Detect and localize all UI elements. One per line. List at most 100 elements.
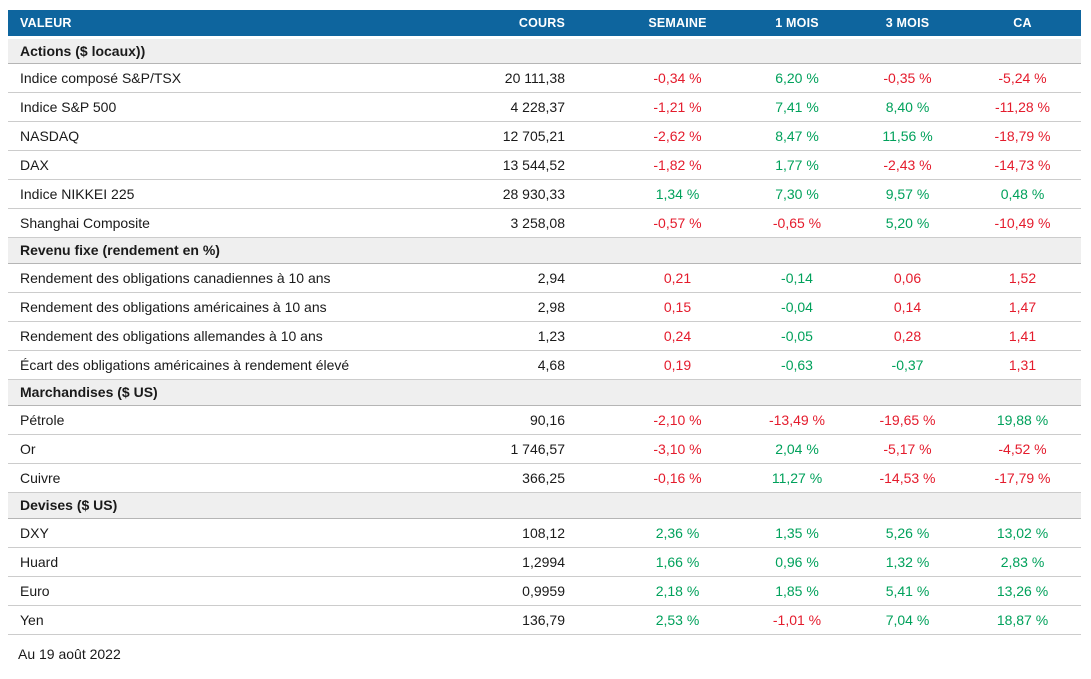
table-row: NASDAQ 12 705,21 -2,62 % 8,47 % 11,56 % -18,7… bbox=[8, 121, 1081, 151]
1mois-change: -1,01 % bbox=[743, 605, 851, 635]
semaine-change: 1,66 % bbox=[573, 547, 743, 577]
3mois-change: 0,28 bbox=[851, 321, 964, 351]
ca-change: -10,49 % bbox=[964, 208, 1081, 238]
semaine-change: -0,16 % bbox=[573, 463, 743, 493]
3mois-change: 5,26 % bbox=[851, 518, 964, 548]
semaine-change: 0,19 bbox=[573, 350, 743, 380]
ca-change: 1,31 bbox=[964, 350, 1081, 380]
column-header-3mois: 3 MOIS bbox=[851, 10, 964, 39]
semaine-change: -2,62 % bbox=[573, 121, 743, 151]
ca-change: -5,24 % bbox=[964, 63, 1081, 93]
cours-value: 3 258,08 bbox=[448, 208, 573, 238]
3mois-change: 7,04 % bbox=[851, 605, 964, 635]
cours-value: 1,2994 bbox=[448, 547, 573, 577]
section-header-row: Revenu fixe (rendement en %) bbox=[8, 237, 1081, 264]
3mois-change: 5,20 % bbox=[851, 208, 964, 238]
row-label: Pétrole bbox=[8, 405, 448, 435]
1mois-change: 2,04 % bbox=[743, 434, 851, 464]
table-row: Écart des obligations américaines à rend… bbox=[8, 350, 1081, 380]
ca-change: 13,02 % bbox=[964, 518, 1081, 548]
semaine-change: -0,34 % bbox=[573, 63, 743, 93]
1mois-change: 8,47 % bbox=[743, 121, 851, 151]
column-header-ca: CA bbox=[964, 10, 1081, 39]
semaine-change: -2,10 % bbox=[573, 405, 743, 435]
row-label: Écart des obligations américaines à rend… bbox=[8, 350, 448, 380]
ca-change: 19,88 % bbox=[964, 405, 1081, 435]
table-row: Or 1 746,57 -3,10 % 2,04 % -5,17 % -4,52 % bbox=[8, 434, 1081, 464]
table-row: DXY 108,12 2,36 % 1,35 % 5,26 % 13,02 % bbox=[8, 518, 1081, 548]
table-header-row: VALEUR COURS SEMAINE 1 MOIS 3 MOIS CA bbox=[8, 10, 1081, 39]
3mois-change: -5,17 % bbox=[851, 434, 964, 464]
1mois-change: -0,04 bbox=[743, 292, 851, 322]
semaine-change: -3,10 % bbox=[573, 434, 743, 464]
3mois-change: -14,53 % bbox=[851, 463, 964, 493]
1mois-change: 1,77 % bbox=[743, 150, 851, 180]
column-header-valeur: VALEUR bbox=[8, 10, 448, 39]
cours-value: 2,98 bbox=[448, 292, 573, 322]
section-title: Devises ($ US) bbox=[8, 492, 1081, 519]
semaine-change: 0,21 bbox=[573, 263, 743, 293]
table-row: Cuivre 366,25 -0,16 % 11,27 % -14,53 % -17,79… bbox=[8, 463, 1081, 493]
section-header-row: Marchandises ($ US) bbox=[8, 379, 1081, 406]
1mois-change: -0,14 bbox=[743, 263, 851, 293]
semaine-change: -0,57 % bbox=[573, 208, 743, 238]
row-label: Yen bbox=[8, 605, 448, 635]
semaine-change: 2,18 % bbox=[573, 576, 743, 606]
ca-change: 2,83 % bbox=[964, 547, 1081, 577]
section-title: Marchandises ($ US) bbox=[8, 379, 1081, 406]
cours-value: 108,12 bbox=[448, 518, 573, 548]
ca-change: 1,41 bbox=[964, 321, 1081, 351]
column-header-semaine: SEMAINE bbox=[573, 10, 743, 39]
section-title: Revenu fixe (rendement en %) bbox=[8, 237, 1081, 264]
cours-value: 366,25 bbox=[448, 463, 573, 493]
section-header-row: Actions ($ locaux)) bbox=[8, 37, 1081, 64]
table-row: Shanghai Composite 3 258,08 -0,57 % -0,65 %… bbox=[8, 208, 1081, 238]
3mois-change: 0,14 bbox=[851, 292, 964, 322]
1mois-change: 7,41 % bbox=[743, 92, 851, 122]
table-row: Rendement des obligations allemandes à 1… bbox=[8, 321, 1081, 351]
1mois-change: 7,30 % bbox=[743, 179, 851, 209]
table-row: Indice NIKKEI 225 28 930,33 1,34 % 7,30 % 9,… bbox=[8, 179, 1081, 209]
ca-change: 13,26 % bbox=[964, 576, 1081, 606]
section-title: Actions ($ locaux)) bbox=[8, 37, 1081, 64]
3mois-change: -0,37 bbox=[851, 350, 964, 380]
ca-change: 0,48 % bbox=[964, 179, 1081, 209]
semaine-change: 2,36 % bbox=[573, 518, 743, 548]
market-summary-table-container: VALEUR COURS SEMAINE 1 MOIS 3 MOIS CA Ac… bbox=[8, 10, 1081, 662]
cours-value: 136,79 bbox=[448, 605, 573, 635]
cours-value: 1 746,57 bbox=[448, 434, 573, 464]
1mois-change: 1,35 % bbox=[743, 518, 851, 548]
cours-value: 1,23 bbox=[448, 321, 573, 351]
cours-value: 0,9959 bbox=[448, 576, 573, 606]
ca-change: -14,73 % bbox=[964, 150, 1081, 180]
ca-change: -18,79 % bbox=[964, 121, 1081, 151]
1mois-change: 1,85 % bbox=[743, 576, 851, 606]
semaine-change: 2,53 % bbox=[573, 605, 743, 635]
row-label: Indice composé S&P/TSX bbox=[8, 63, 448, 93]
row-label: Cuivre bbox=[8, 463, 448, 493]
3mois-change: 0,06 bbox=[851, 263, 964, 293]
table-header: VALEUR COURS SEMAINE 1 MOIS 3 MOIS CA bbox=[8, 10, 1081, 39]
row-label: NASDAQ bbox=[8, 121, 448, 151]
ca-change: 1,52 bbox=[964, 263, 1081, 293]
table-row: Pétrole 90,16 -2,10 % -13,49 % -19,65 % 19,88… bbox=[8, 405, 1081, 435]
cours-value: 4 228,37 bbox=[448, 92, 573, 122]
ca-change: -17,79 % bbox=[964, 463, 1081, 493]
semaine-change: 0,24 bbox=[573, 321, 743, 351]
market-summary-table: VALEUR COURS SEMAINE 1 MOIS 3 MOIS CA Ac… bbox=[8, 10, 1081, 635]
cours-value: 13 544,52 bbox=[448, 150, 573, 180]
3mois-change: 5,41 % bbox=[851, 576, 964, 606]
table-row: Rendement des obligations américaines à … bbox=[8, 292, 1081, 322]
row-label: Huard bbox=[8, 547, 448, 577]
column-header-1mois: 1 MOIS bbox=[743, 10, 851, 39]
3mois-change: 1,32 % bbox=[851, 547, 964, 577]
table-row: Indice composé S&P/TSX 20 111,38 -0,34 % 6,… bbox=[8, 63, 1081, 93]
cours-value: 12 705,21 bbox=[448, 121, 573, 151]
1mois-change: -13,49 % bbox=[743, 405, 851, 435]
table-row: DAX 13 544,52 -1,82 % 1,77 % -2,43 % -14,73 % bbox=[8, 150, 1081, 180]
table-row: Euro 0,9959 2,18 % 1,85 % 5,41 % 13,26 % bbox=[8, 576, 1081, 606]
ca-change: 1,47 bbox=[964, 292, 1081, 322]
row-label: Rendement des obligations américaines à … bbox=[8, 292, 448, 322]
row-label: Shanghai Composite bbox=[8, 208, 448, 238]
table-row: Indice S&P 500 4 228,37 -1,21 % 7,41 % 8,40 … bbox=[8, 92, 1081, 122]
